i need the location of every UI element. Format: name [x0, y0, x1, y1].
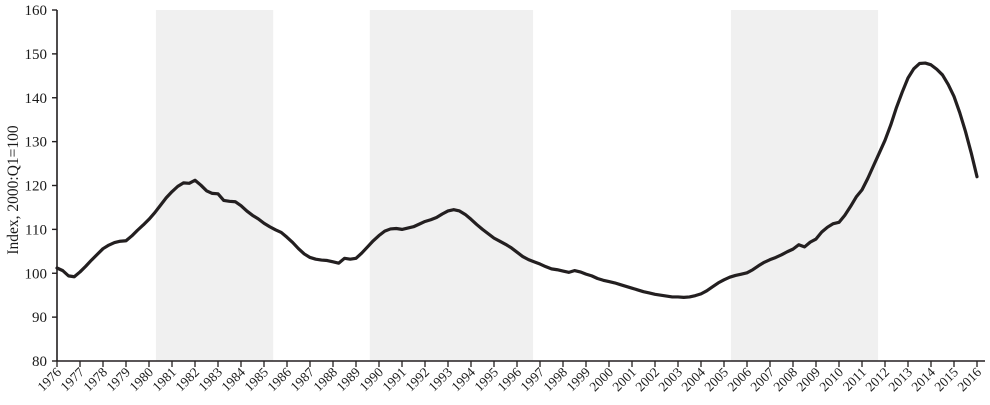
x-axis-tick-label-1995: 1995	[471, 364, 501, 394]
x-axis-tick-label-1993: 1993	[425, 364, 455, 394]
y-axis-tick-label: 150	[25, 47, 48, 63]
x-axis-tick-label-1989: 1989	[333, 364, 363, 394]
y-axis-tick-label: 120	[25, 179, 48, 195]
x-axis-tick-label-2006: 2006	[724, 364, 754, 394]
y-axis-tick-label: 160	[25, 3, 48, 19]
x-axis-tick-label-2011: 2011	[840, 365, 869, 394]
y-axis-tick-label: 130	[25, 135, 48, 151]
x-axis-tick-label-1985: 1985	[241, 364, 271, 394]
plot-area	[55, 61, 979, 299]
x-axis-tick-label-2012: 2012	[862, 365, 892, 395]
x-axis-tick-label-2005: 2005	[701, 364, 731, 394]
x-axis-tick-label-1979: 1979	[103, 364, 133, 394]
x-axis-tick-label-1981: 1981	[149, 365, 179, 395]
recession-band-3	[730, 10, 879, 361]
x-axis-tick-label-1999: 1999	[563, 364, 593, 394]
x-axis-tick-label-1978: 1978	[80, 364, 110, 394]
x-axis-tick-label-2014: 2014	[908, 364, 938, 394]
x-axis-tick-label-1992: 1992	[402, 365, 432, 395]
recession-band-1	[155, 10, 274, 361]
x-axis-tick-label-1980: 1980	[126, 364, 156, 394]
x-axis-tick-label-2013: 2013	[885, 364, 915, 394]
y-axis-tick-label: 90	[32, 310, 47, 326]
shaded-bands-layer	[155, 10, 879, 361]
y-axis-tick-label: 110	[25, 222, 47, 238]
x-axis-tick-label-1997: 1997	[517, 364, 547, 394]
x-axis-tick-label-1982: 1982	[172, 365, 202, 395]
y-axis-title: Index, 2000:Q1=100	[5, 125, 22, 255]
x-axis-tick-label-1994: 1994	[448, 364, 478, 394]
x-axis-tick-label-1998: 1998	[540, 364, 570, 394]
y-axis-tick-label: 100	[25, 266, 48, 282]
series-line-real-house-price-index	[55, 61, 979, 299]
x-axis-tick-label-2010: 2010	[816, 364, 846, 394]
x-axis-tick-label-1977: 1977	[57, 364, 87, 394]
y-axis-tick-labels: 80 90 100 110 120 130 140 150 160	[25, 3, 48, 370]
x-axis-tick-label-1983: 1983	[195, 364, 225, 394]
x-axis-tick-label-1996: 1996	[494, 364, 524, 394]
recession-band-2	[369, 10, 534, 361]
x-axis-tick-label-2009: 2009	[793, 364, 823, 394]
x-axis-tick-label-1987: 1987	[287, 364, 317, 394]
x-axis-tick-label-1991: 1991	[379, 365, 409, 395]
x-axis-tick-label-1990: 1990	[356, 364, 386, 394]
x-axis-tick-label-2016: 2016	[954, 364, 984, 394]
x-axis-tick-label-2002: 2002	[632, 365, 662, 395]
y-axis-tick-label: 80	[32, 354, 47, 370]
x-axis-tick-label-1984: 1984	[218, 364, 248, 394]
x-axis-tick-label-2000: 2000	[586, 364, 616, 394]
x-axis-tick-label-2007: 2007	[747, 364, 777, 394]
x-axis-tick-label-2004: 2004	[678, 364, 708, 394]
x-axis-tick-label-2008: 2008	[770, 364, 800, 394]
x-axis-tick-label-2001: 2001	[609, 365, 639, 395]
y-axis-tick-label: 140	[25, 91, 48, 107]
x-axis-tick-labels: 1976197719781979198019811982198319841985…	[34, 364, 984, 394]
x-axis-tick-label-2003: 2003	[655, 364, 685, 394]
x-axis-tick-label-2015: 2015	[931, 364, 961, 394]
x-axis-tick-label-1986: 1986	[264, 364, 294, 394]
axes-layer	[52, 9, 985, 367]
x-axis-tick-label-1988: 1988	[310, 364, 340, 394]
